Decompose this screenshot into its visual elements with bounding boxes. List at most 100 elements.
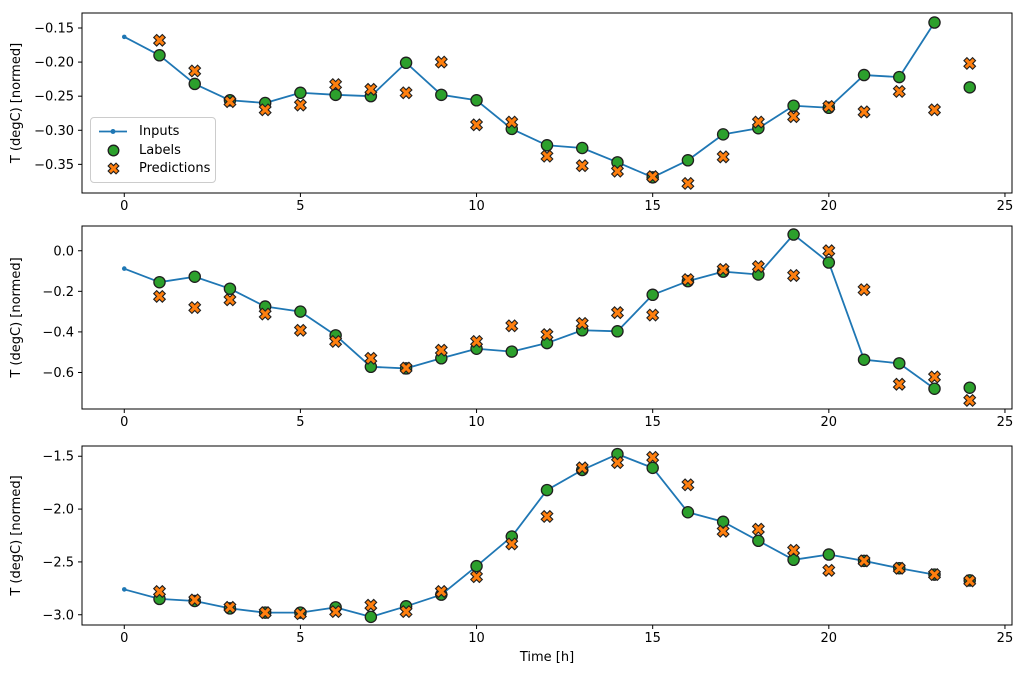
x-tick-label: 10 <box>468 199 485 214</box>
labels-marker <box>470 94 483 107</box>
y-tick-label: −2.5 <box>42 555 74 570</box>
labels-marker <box>575 141 589 155</box>
y-tick-label: −0.2 <box>42 285 74 300</box>
labels-marker <box>223 282 237 295</box>
labels-marker <box>188 270 201 283</box>
inputs-line <box>124 453 935 618</box>
predictions-marker <box>469 118 484 132</box>
predictions-marker <box>223 600 237 614</box>
predictions-marker <box>857 283 871 297</box>
predictions-marker <box>258 103 272 117</box>
x-tick-label: 0 <box>120 199 128 214</box>
labels-marker <box>787 553 800 567</box>
labels-marker <box>716 515 730 529</box>
labels-marker <box>505 345 519 358</box>
labels-marker <box>399 56 413 70</box>
x-tick-label: 25 <box>997 631 1014 646</box>
labels-marker <box>681 506 695 519</box>
axes-frame <box>81 225 1013 410</box>
x-tick-label: 10 <box>468 415 485 430</box>
labels-marker <box>822 548 836 561</box>
labels-marker <box>893 70 906 84</box>
predictions-marker <box>927 103 942 117</box>
predictions-marker <box>540 509 554 524</box>
y-tick-label: −0.30 <box>34 124 74 139</box>
x-tick-label: 5 <box>296 415 304 430</box>
predictions-marker <box>927 370 942 384</box>
predictions-marker <box>822 244 836 258</box>
legend-item-labels: Labels <box>98 141 209 160</box>
predictions-marker <box>188 300 202 315</box>
labels-marker <box>681 154 695 167</box>
labels-marker <box>857 353 871 366</box>
labels-marker <box>646 461 659 475</box>
legend-label-predictions: Predictions <box>139 161 211 177</box>
predictions-marker <box>787 543 801 557</box>
y-tick-label: −0.20 <box>34 56 74 71</box>
predictions-marker <box>293 98 307 112</box>
predictions-marker <box>857 554 871 568</box>
inputs-point-marker <box>121 587 127 592</box>
x-tick-label: 15 <box>644 199 661 214</box>
inputs-line <box>123 22 936 179</box>
predictions-marker <box>434 343 448 357</box>
legend-x <box>106 162 120 175</box>
x-tick-label: 15 <box>644 631 661 646</box>
predictions-marker <box>822 99 836 113</box>
subplot-1: 0 5 10 15 20 25 −0.15 −0.20 −0.25 −0.30 −0.35 T (de… <box>9 12 1013 214</box>
x-icon <box>98 161 128 176</box>
x-axis-label: Time [h] <box>519 650 574 665</box>
predictions-marker <box>364 351 378 365</box>
predictions-marker <box>681 176 695 191</box>
predictions-marker <box>927 568 942 582</box>
predictions-marker <box>610 456 625 470</box>
predictions-marker <box>505 319 519 333</box>
x-tick-label: 15 <box>644 415 661 430</box>
predictions-marker <box>963 393 977 408</box>
predictions-marker <box>575 159 589 173</box>
predictions-marker <box>434 584 448 599</box>
x-tick-label: 20 <box>821 199 838 214</box>
labels-marker <box>470 559 483 573</box>
labels-marker <box>294 86 307 100</box>
predictions-marker <box>188 64 202 78</box>
y-tick-label: −0.35 <box>34 158 74 173</box>
x-tick-label: 0 <box>120 415 128 430</box>
labels-marker <box>716 128 730 141</box>
labels-marker <box>893 357 906 370</box>
predictions-marker <box>822 563 836 577</box>
predictions-marker <box>610 306 625 320</box>
predictions-marker <box>223 293 237 307</box>
labels-marker <box>963 381 976 394</box>
legend-label-labels: Labels <box>139 142 181 158</box>
inputs-point-marker <box>121 34 127 40</box>
labels-marker <box>435 88 448 102</box>
labels-marker <box>540 139 554 152</box>
predictions-marker <box>329 78 343 92</box>
labels-marker <box>153 49 166 62</box>
line-dot-icon <box>98 124 128 139</box>
labels-marker <box>294 305 307 318</box>
labels-marker <box>857 68 871 82</box>
legend: Inputs Labels Predictions <box>90 117 216 183</box>
labels-marker <box>611 325 624 338</box>
inputs-point-marker <box>121 266 127 271</box>
legend-line-dot <box>110 128 116 134</box>
predictions-marker <box>364 82 378 96</box>
predictions-marker <box>223 95 237 109</box>
predictions-marker <box>293 323 307 337</box>
predictions-marker <box>188 593 202 607</box>
labels-marker <box>364 610 378 624</box>
labels-marker <box>153 275 166 289</box>
x-tick-label: 20 <box>821 415 838 430</box>
predictions-marker <box>505 115 519 129</box>
predictions-marker <box>399 86 413 100</box>
predictions-marker <box>716 524 730 538</box>
y-tick-label: 0.0 <box>53 244 74 259</box>
predictions-marker <box>892 84 906 98</box>
y-axis-label: T (degC) [normed] <box>9 43 24 164</box>
predictions-marker <box>681 478 695 492</box>
predictions-marker <box>258 606 272 620</box>
labels-marker <box>928 16 941 29</box>
